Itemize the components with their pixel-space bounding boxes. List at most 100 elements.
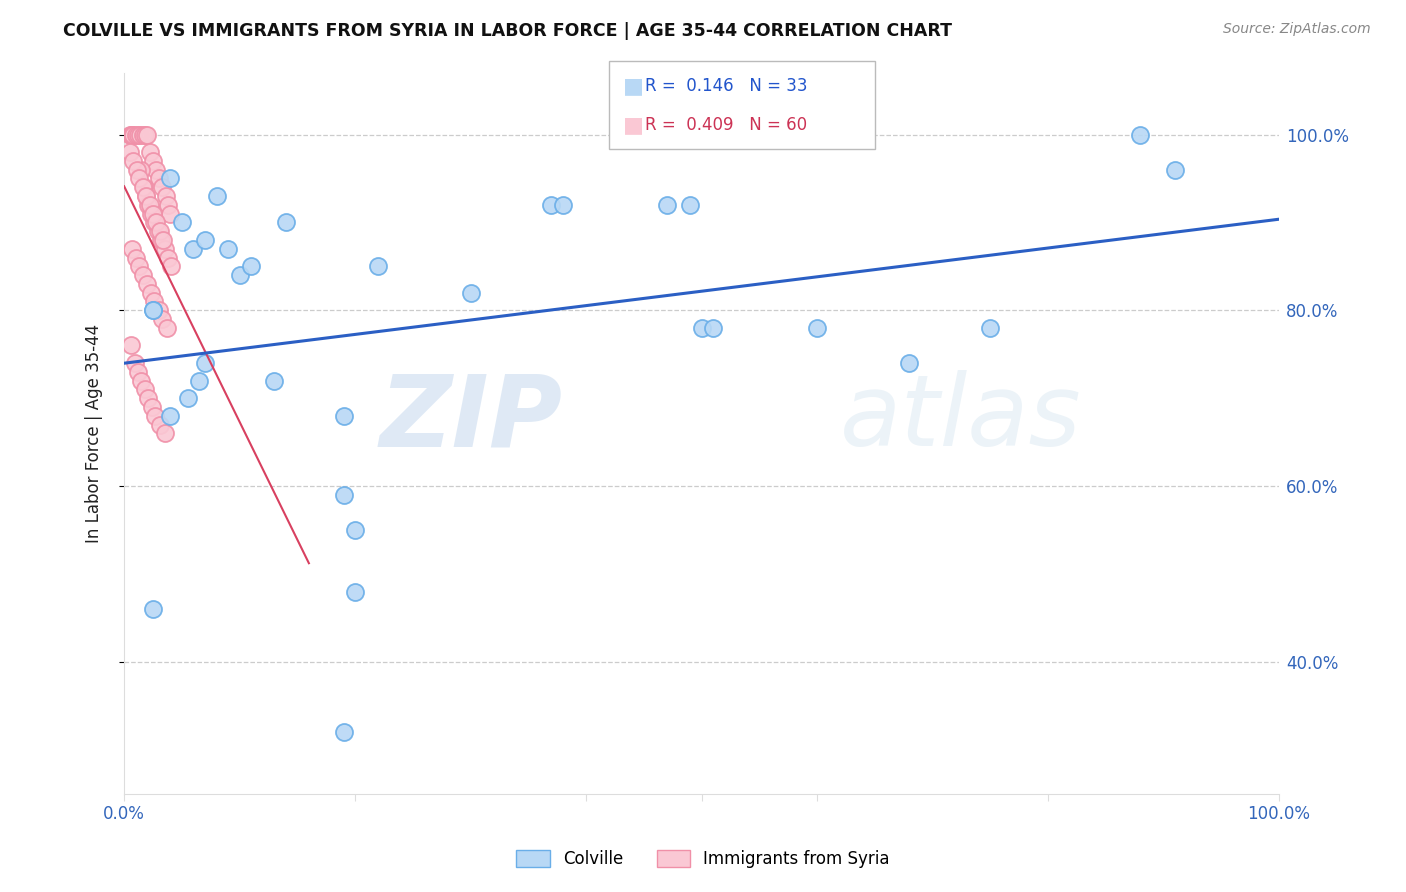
Text: COLVILLE VS IMMIGRANTS FROM SYRIA IN LABOR FORCE | AGE 35-44 CORRELATION CHART: COLVILLE VS IMMIGRANTS FROM SYRIA IN LAB… [63, 22, 952, 40]
Point [159, 171, 181, 186]
Point [132, 180, 155, 194]
Point [127, 365, 149, 379]
Point [125, 251, 148, 265]
Point [148, 171, 170, 186]
Point [150, 180, 173, 194]
Point [344, 584, 367, 599]
Point [551, 198, 574, 212]
Point [121, 242, 143, 256]
Point [131, 180, 153, 194]
Point [148, 303, 170, 318]
Point [655, 198, 678, 212]
Point [150, 312, 173, 326]
Point [125, 128, 148, 142]
Point [183, 242, 205, 256]
Point [135, 189, 157, 203]
Point [159, 206, 181, 220]
Point [139, 285, 162, 300]
Point [128, 171, 150, 186]
Point [145, 215, 167, 229]
Point [138, 198, 160, 212]
Point [131, 128, 153, 142]
Point [332, 725, 354, 739]
Point [146, 224, 169, 238]
Point [134, 128, 156, 142]
Point [332, 409, 354, 423]
Point [188, 374, 211, 388]
Point [702, 321, 724, 335]
Point [121, 128, 143, 142]
Point [156, 251, 179, 265]
Point [170, 215, 193, 229]
Point [153, 242, 176, 256]
Point [228, 268, 250, 282]
Point [979, 321, 1001, 335]
Point [118, 128, 141, 142]
Legend: Colville, Immigrants from Syria: Colville, Immigrants from Syria [509, 843, 897, 875]
Point [142, 303, 165, 318]
Point [367, 260, 389, 274]
Point [332, 488, 354, 502]
Point [149, 417, 172, 432]
Text: ■: ■ [623, 115, 644, 136]
Point [160, 260, 183, 274]
Point [142, 206, 165, 220]
Point [134, 383, 156, 397]
Point [690, 321, 713, 335]
Point [679, 198, 702, 212]
Point [152, 233, 174, 247]
Point [122, 153, 145, 168]
Point [274, 215, 297, 229]
Point [141, 400, 163, 414]
Point [118, 145, 141, 159]
Point [142, 602, 165, 616]
Point [138, 198, 160, 212]
Point [120, 128, 142, 142]
Point [194, 233, 217, 247]
Point [138, 391, 160, 405]
Text: ■: ■ [623, 76, 644, 96]
Point [131, 268, 153, 282]
Point [136, 277, 159, 291]
Point [131, 374, 153, 388]
Point [143, 294, 166, 309]
Point [240, 260, 263, 274]
Point [139, 206, 162, 220]
Point [128, 260, 150, 274]
Point [806, 321, 828, 335]
Point [1129, 128, 1152, 142]
Point [143, 215, 166, 229]
Point [145, 162, 167, 177]
Text: ZIP: ZIP [380, 370, 562, 467]
Point [142, 153, 165, 168]
Point [263, 374, 285, 388]
Point [129, 128, 152, 142]
Point [176, 391, 198, 405]
Point [898, 356, 921, 370]
Point [136, 128, 159, 142]
Point [135, 189, 157, 203]
Point [127, 128, 149, 142]
Point [131, 162, 153, 177]
Point [460, 285, 482, 300]
Point [120, 338, 142, 352]
Point [155, 189, 177, 203]
Text: atlas: atlas [839, 370, 1081, 467]
Text: R =  0.409   N = 60: R = 0.409 N = 60 [645, 116, 807, 134]
Text: R =  0.146   N = 33: R = 0.146 N = 33 [645, 78, 808, 95]
Point [156, 198, 179, 212]
Point [344, 523, 367, 537]
Y-axis label: In Labor Force | Age 35-44: In Labor Force | Age 35-44 [86, 324, 103, 543]
Point [540, 198, 562, 212]
Point [156, 321, 179, 335]
Point [149, 224, 172, 238]
Point [217, 242, 239, 256]
Point [124, 356, 146, 370]
Point [205, 189, 228, 203]
Point [153, 426, 176, 441]
Text: Source: ZipAtlas.com: Source: ZipAtlas.com [1223, 22, 1371, 37]
Point [142, 303, 165, 318]
Point [159, 409, 181, 423]
Point [138, 145, 160, 159]
Point [194, 356, 217, 370]
